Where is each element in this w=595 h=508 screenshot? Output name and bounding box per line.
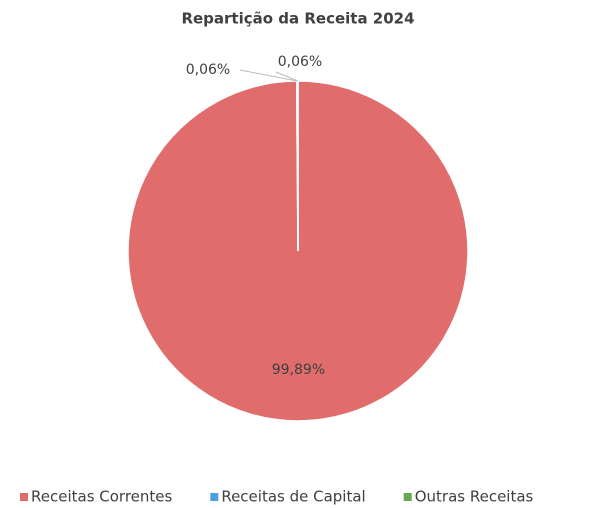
legend-label: Receitas de Capital: [221, 488, 365, 506]
data-label: 0,06%: [186, 62, 230, 78]
leader-line: [239, 69, 298, 82]
legend-marker: [210, 493, 219, 501]
chart-title: Repartição da Receita 2024: [181, 10, 414, 28]
legend-marker: [403, 493, 412, 501]
data-label: 0,06%: [278, 54, 322, 70]
legend-marker: [20, 493, 28, 501]
pie-slice: [296, 80, 299, 252]
data-label: 99,89%: [272, 362, 325, 378]
legend-label: Outras Receitas: [415, 488, 534, 506]
leader-line: [275, 71, 298, 82]
legend-label: Receitas Correntes: [31, 488, 173, 506]
